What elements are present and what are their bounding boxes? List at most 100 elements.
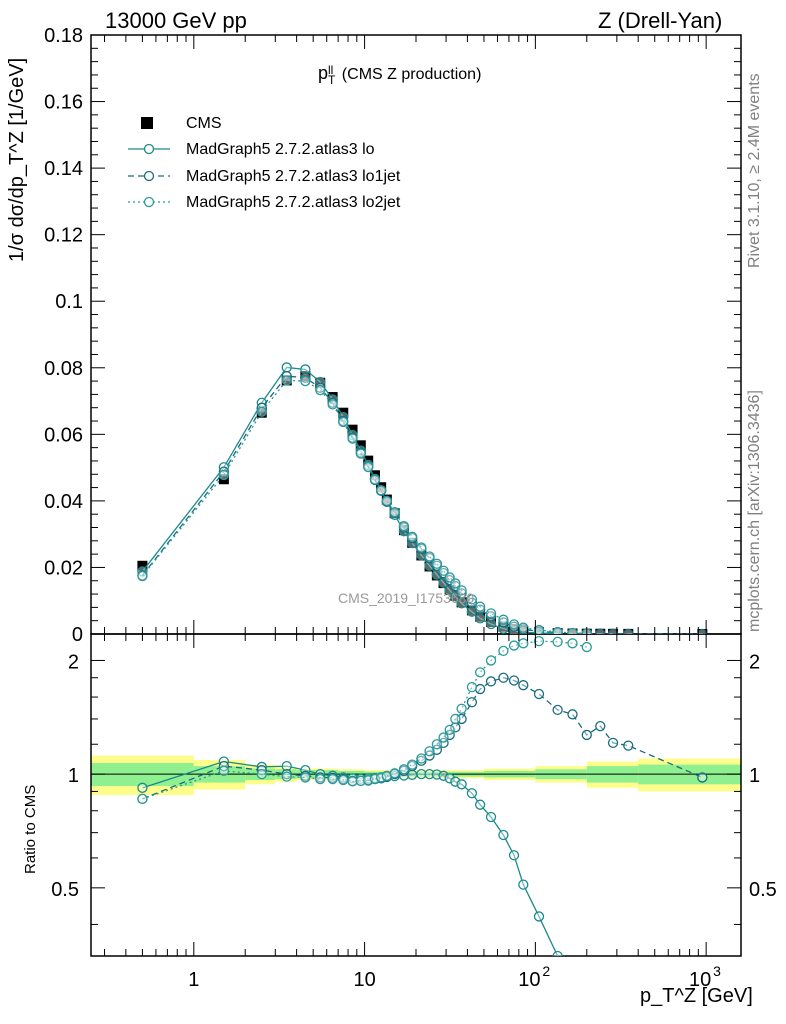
y-tick-label: 0.04 <box>44 491 83 513</box>
mc-point-solid <box>475 613 486 624</box>
cms-data-point <box>533 627 544 634</box>
ratio-point-dotted <box>518 638 529 649</box>
ratio-point-dashed <box>623 740 634 751</box>
mc-point-solid <box>347 429 358 441</box>
mc-point-dashed <box>595 628 606 634</box>
mc-point-dotted <box>533 624 545 634</box>
y-tick-label: 0.06 <box>44 424 83 446</box>
cms-data-point <box>376 482 387 493</box>
ratio-point-dotted <box>281 771 292 782</box>
legend-label-cms: CMS <box>186 115 222 132</box>
ratio-point-dashed <box>697 772 708 783</box>
ratio-point-solid <box>552 950 563 956</box>
x-tick-label: 1 <box>188 969 199 991</box>
ratio-point-dotted <box>389 768 400 779</box>
mc-point-solid <box>456 598 467 609</box>
ratio-point-dotted <box>315 773 326 785</box>
legend-entry-lo2jet: MadGraph5 2.7.2.atlas3 lo2jet <box>186 194 400 212</box>
legend-entry-lo: MadGraph5 2.7.2.atlas3 lo <box>186 141 375 159</box>
cms-data-point <box>567 628 578 634</box>
y-tick-label: 0.02 <box>44 557 83 579</box>
mc-point-dotted <box>300 375 311 387</box>
ratio-point-dotted <box>300 772 311 783</box>
legend-label-lo: MadGraph5 2.7.2.atlas3 lo <box>186 141 375 158</box>
ratio-point-solid <box>456 779 467 790</box>
y-tick-label: 0.16 <box>44 92 83 114</box>
analysis-watermark: CMS_2019_I1753680 <box>338 590 475 606</box>
ratio-tick-label-left: 1 <box>68 765 79 787</box>
ratio-point-solid <box>407 769 418 780</box>
cms-data-point <box>475 611 486 622</box>
ratio-point-dotted <box>347 776 358 787</box>
ratio-point-dotted <box>475 667 486 678</box>
mc-point-dotted <box>518 622 529 633</box>
mc-point-dotted <box>567 627 578 634</box>
ratio-point-dotted <box>498 645 509 657</box>
mc-point-dotted <box>475 601 486 612</box>
header-left: 13000 GeV pp <box>105 8 247 33</box>
mc-point-dotted <box>438 565 449 576</box>
ratio-point-dotted <box>438 732 449 743</box>
x-tick-label: 10 <box>518 969 540 991</box>
mc-point-dashed <box>300 372 311 383</box>
mc-point-dotted <box>327 399 338 410</box>
x-tick-label: 10 <box>689 969 711 991</box>
ratio-point-dotted <box>327 773 338 785</box>
ratio-point-solid <box>508 850 520 861</box>
ratio-point-solid <box>533 911 545 922</box>
ratio-point-dotted <box>456 703 467 714</box>
mc-point-dotted <box>369 474 381 485</box>
mc-point-dotted <box>315 384 326 396</box>
legend-entry-lo1jet: MadGraph5 2.7.2.atlas3 lo1jet <box>186 168 400 186</box>
ratio-point-dotted <box>444 724 455 736</box>
mc-point-dashed <box>218 466 230 477</box>
mcplots-label: mcplots.cern.ch [arXiv:1306.3436] <box>746 390 763 632</box>
mc-point-dotted <box>256 406 267 417</box>
mc-point-dotted <box>456 585 467 596</box>
ratio-point-dashed <box>581 729 592 741</box>
legend-label-lo2jet: MadGraph5 2.7.2.atlas3 lo2jet <box>186 194 401 211</box>
ratio-point-dotted <box>450 713 461 725</box>
legend-label-lo1jet: MadGraph5 2.7.2.atlas3 lo1jet <box>186 168 401 185</box>
mc-point-dotted <box>398 521 410 532</box>
ratio-point-dotted <box>398 764 410 775</box>
mc-point-dotted <box>450 578 461 589</box>
x-axis-label: p_T^Z [GeV] <box>640 985 753 1007</box>
cms-data-point <box>486 617 497 628</box>
cms-data-point <box>595 628 606 634</box>
ratio-tick-label-right: 2 <box>749 651 760 673</box>
mc-point-dotted <box>137 570 148 582</box>
cms-data-point <box>456 597 467 608</box>
mc-point-dotted <box>338 416 349 428</box>
mc-point-dotted <box>424 551 435 562</box>
ratio-point-solid <box>475 799 486 810</box>
title-sup: ll <box>328 62 334 77</box>
mc-point-dotted <box>466 594 478 605</box>
y-axis-label-text: 1/σ dσ/dp_T^Z [1/GeV] <box>6 57 28 262</box>
mc-line-dotted <box>141 379 587 634</box>
ratio-point-dotted <box>424 746 435 757</box>
ratio-point-dotted <box>375 772 387 783</box>
ratio-point-dotted <box>355 775 366 786</box>
x-tick-label: 10 <box>353 969 375 991</box>
title-sub: T <box>328 72 336 87</box>
cms-data-point <box>552 628 563 634</box>
ratio-point-dotted <box>338 774 349 786</box>
mc-point-dotted <box>389 507 400 518</box>
legend-marker-dashed <box>143 170 155 182</box>
cms-data-point <box>389 508 400 519</box>
ratio-point-dotted <box>137 793 148 805</box>
cms-data-point <box>697 628 708 634</box>
ratio-point-solid <box>444 773 455 784</box>
ratio-point-dashed <box>466 697 478 708</box>
mc-point-dashed <box>607 628 619 634</box>
y-axis-label: 1/σ dσ/dp_T^Z [1/GeV] <box>6 58 29 262</box>
mc-point-dotted <box>508 619 520 630</box>
ratio-point-solid <box>466 788 478 799</box>
ratio-point-solid <box>256 761 267 773</box>
mc-point-solid <box>300 364 311 375</box>
tick-layer: 1 10 10 2 10 300.020.040.060.080.10.120.140.1… <box>44 25 777 991</box>
ratio-line-solid <box>142 760 559 956</box>
main-series-group <box>137 362 708 634</box>
